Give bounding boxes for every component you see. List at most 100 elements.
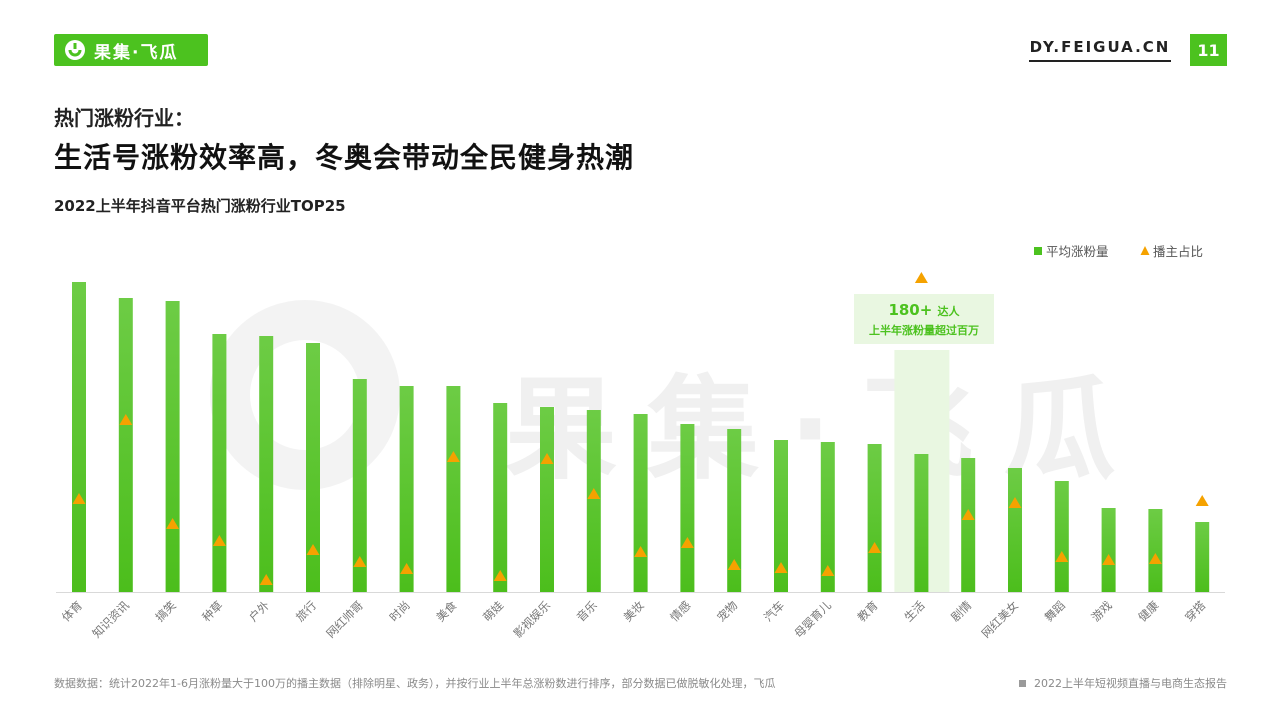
x-tick-label: 情感 [667, 598, 693, 624]
marker-triangle [727, 559, 741, 570]
marker-triangle [868, 542, 882, 553]
marker-triangle [72, 493, 86, 504]
marker-triangle [774, 562, 788, 573]
marker-triangle [446, 451, 460, 462]
marker-triangle [306, 544, 320, 555]
page-number: 11 [1190, 34, 1227, 66]
page-title: 生活号涨粉效率高，冬奥会带动全民健身热潮 [54, 141, 635, 174]
x-tick-label: 美食 [433, 598, 460, 625]
bar [540, 407, 554, 592]
bar [586, 410, 601, 592]
x-tick-label: 穿搭 [1182, 598, 1209, 625]
bar [72, 282, 86, 592]
bar [306, 343, 320, 592]
marker-triangle [961, 509, 975, 520]
marker-triangle [1008, 497, 1022, 508]
marker-series [72, 272, 1209, 585]
bar [1101, 508, 1116, 592]
x-tick-label: 旅行 [293, 598, 319, 624]
watermark: 果集·飞瓜 [210, 300, 1116, 495]
bar [493, 403, 508, 592]
marker-triangle [119, 414, 133, 425]
x-tick-label: 舞蹈 [1042, 598, 1068, 624]
x-tick-label: 网红帅哥 [323, 598, 365, 640]
marker-triangle [634, 546, 648, 557]
bar [727, 429, 742, 592]
x-tick-label: 网红美女 [979, 598, 1021, 640]
marker-triangle [400, 563, 414, 574]
x-tick-label: 生活 [901, 598, 927, 624]
square-icon [1019, 679, 1026, 687]
marker-triangle [166, 518, 180, 529]
legend-label-bar: 平均涨粉量 [1046, 244, 1109, 259]
report-name-text: 2022上半年短视频直播与电商生态报告 [1034, 677, 1227, 690]
x-tick-label: 搞笑 [153, 598, 179, 624]
chart-title: 2022上半年抖音平台热门涨粉行业TOP25 [54, 197, 346, 215]
bar [352, 379, 367, 592]
marker-triangle [259, 574, 273, 585]
annotation-line2: 上半年涨粉量超过百万 [869, 323, 979, 337]
legend-label-marker: 播主占比 [1153, 244, 1203, 259]
bar [212, 334, 227, 592]
marker-triangle [1102, 554, 1116, 565]
bar [867, 444, 882, 592]
marker-triangle [493, 570, 507, 581]
bar [1054, 481, 1069, 592]
x-tick-label: 时尚 [387, 598, 413, 624]
x-tick-label: 知识资讯 [89, 598, 132, 641]
site-url[interactable]: DY.FEIGUA.CN [1029, 38, 1171, 62]
bar-chart: 果集·飞瓜 体育 知识资讯 搞笑 种草 户外 旅行 网红帅哥 时尚 美食 萌娃 影视娱乐 音乐 美妆 情感… [56, 244, 1225, 641]
annotation-box [854, 294, 994, 344]
marker-triangle [1148, 553, 1162, 564]
legend-swatch-bar [1034, 247, 1042, 255]
legend-swatch-marker [1140, 246, 1150, 255]
marker-triangle [1055, 551, 1069, 562]
bar [680, 424, 695, 592]
logo-text: 果集·飞瓜 [94, 42, 179, 63]
legend: 平均涨粉量 播主占比 [1034, 244, 1203, 259]
x-tick-label: 汽车 [761, 598, 787, 624]
bar [165, 301, 180, 592]
bar [633, 414, 648, 592]
bar [118, 298, 133, 592]
marker-triangle [1195, 495, 1209, 506]
brand-logo: 果集·飞瓜 [54, 34, 208, 66]
x-tick-label: 音乐 [574, 598, 601, 625]
x-tick-label: 影视娱乐 [511, 598, 554, 641]
annotation-value: 180+ [888, 301, 937, 319]
x-tick-labels: 体育 知识资讯 搞笑 种草 户外 旅行 网红帅哥 时尚 美食 萌娃 影视娱乐 音乐 美妆 情感 宠物 汽车 母婴… [59, 598, 1209, 641]
marker-triangle [540, 453, 554, 464]
marker-triangle [821, 565, 835, 576]
bar [1008, 468, 1022, 592]
bar [1148, 509, 1163, 592]
bar [914, 454, 929, 592]
marker-triangle [212, 535, 226, 546]
footnote: 数据数据：统计2022年1-6月涨粉量大于100万的播主数据（排除明星、政务），… [54, 677, 776, 690]
bar [446, 386, 461, 592]
marker-triangle [914, 272, 928, 283]
x-tick-label: 健康 [1135, 598, 1162, 625]
marker-triangle [680, 537, 694, 548]
x-tick-label: 体育 [59, 598, 85, 624]
section-subtitle: 热门涨粉行业： [54, 106, 194, 130]
x-tick-label: 户外 [246, 598, 273, 625]
x-tick-label: 宠物 [714, 598, 740, 624]
marker-triangle [587, 488, 601, 499]
logo-icon [65, 40, 85, 60]
bar [1195, 522, 1210, 592]
x-tick-label: 游戏 [1089, 598, 1116, 625]
report-name: 2022上半年短视频直播与电商生态报告 [1019, 675, 1227, 691]
bar [399, 386, 414, 592]
bar-series [72, 282, 1210, 592]
x-tick-label: 剧情 [948, 598, 975, 625]
x-tick-label: 教育 [855, 598, 881, 624]
x-tick-label: 美妆 [621, 598, 648, 625]
x-tick-label: 母婴育儿 [791, 598, 834, 641]
annotation-line1: 180+ 达人 [888, 301, 960, 319]
marker-triangle [353, 556, 367, 567]
bar [259, 336, 274, 592]
x-tick-label: 萌娃 [480, 598, 507, 625]
bar [961, 458, 976, 592]
x-tick-label: 种草 [199, 598, 225, 624]
